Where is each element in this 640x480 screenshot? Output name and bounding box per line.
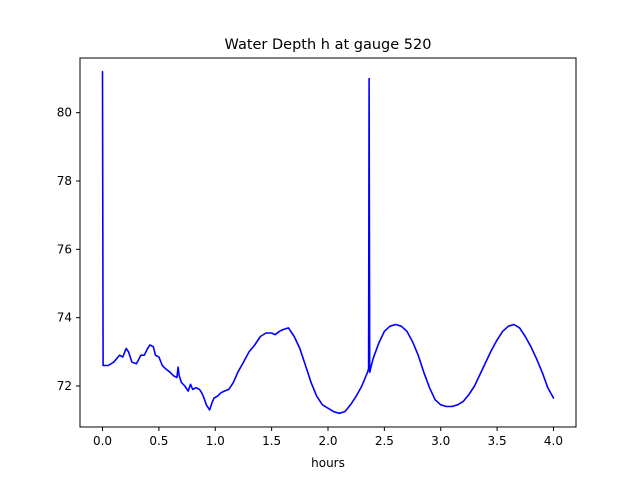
x-axis-ticks: 0.0 0.5 1.0 1.5 2.0 2.5 3.0 3.5 4.0 [93, 427, 563, 448]
y-axis-ticks: 72 74 76 78 80 [57, 106, 80, 393]
x-tick-label: 4.0 [544, 434, 563, 448]
x-tick-label: 1.5 [262, 434, 281, 448]
x-tick-label: 3.0 [431, 434, 450, 448]
series-layer [101, 70, 555, 415]
y-tick-label: 80 [57, 106, 72, 120]
x-tick-label: 0.5 [149, 434, 168, 448]
series-line [101, 70, 555, 415]
chart-title: Water Depth h at gauge 520 [225, 37, 432, 53]
y-tick-label: 78 [57, 174, 72, 188]
x-tick-label: 0.0 [93, 434, 112, 448]
y-tick-label: 74 [57, 311, 72, 325]
y-tick-label: 72 [57, 379, 72, 393]
x-tick-label: 2.0 [318, 434, 337, 448]
x-tick-label: 2.5 [375, 434, 394, 448]
x-axis-label: hours [311, 456, 345, 470]
y-tick-label: 76 [57, 242, 72, 256]
plot-frame [79, 57, 577, 428]
x-tick-label: 1.0 [206, 434, 225, 448]
x-tick-label: 3.5 [488, 434, 507, 448]
